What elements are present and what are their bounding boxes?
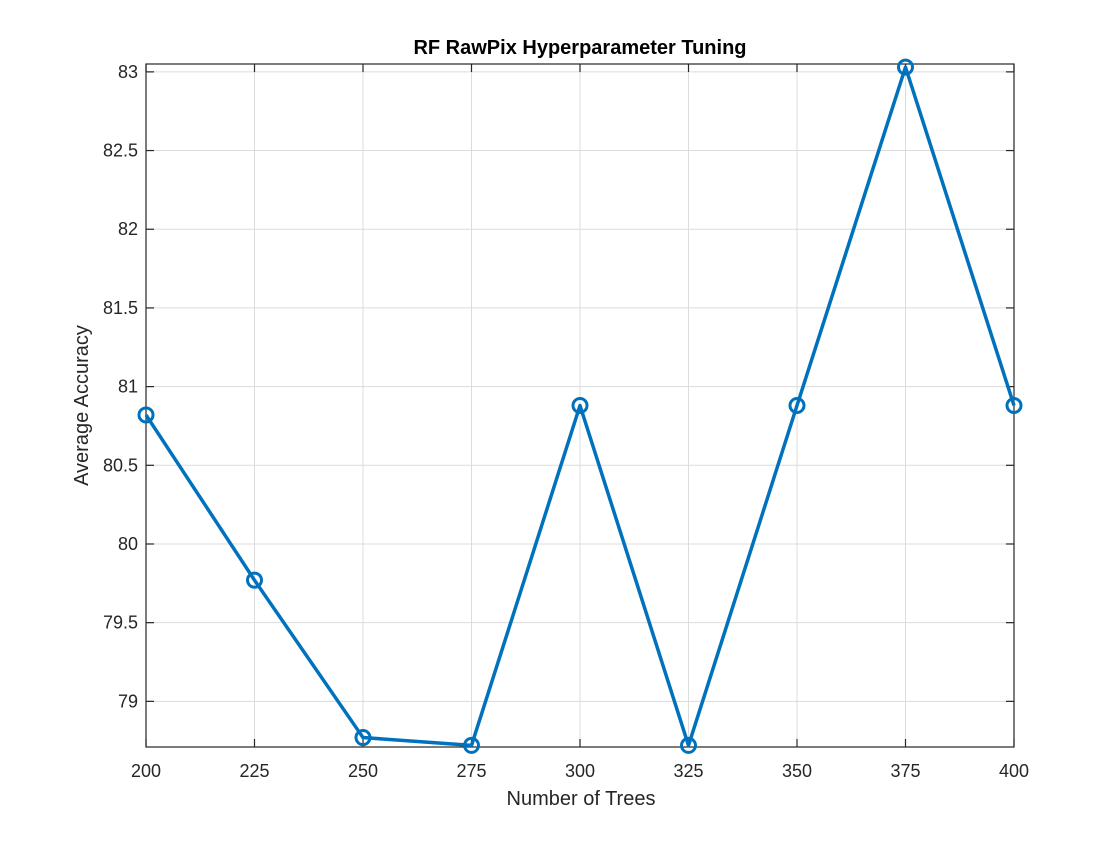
x-tick-label: 200 [131, 761, 161, 781]
x-tick-label: 225 [239, 761, 269, 781]
y-tick-label: 82.5 [103, 141, 138, 161]
x-tick-label: 350 [782, 761, 812, 781]
data-point [788, 397, 806, 414]
data-point [897, 58, 914, 76]
x-tick-label: 375 [890, 761, 920, 781]
data-point [680, 736, 697, 754]
x-tick-label: 300 [565, 761, 595, 781]
data-point [571, 397, 589, 414]
x-tick-label: 400 [999, 761, 1029, 781]
data-point [246, 571, 263, 589]
series-line [144, 65, 1016, 748]
x-axis-label: Number of Trees [507, 788, 656, 810]
axis-ticks: 200 225 250 275 300 325 350 375 400 79 79.5 80 80.5 8… [103, 62, 1029, 781]
data-point [137, 406, 155, 424]
x-tick-label: 275 [456, 761, 486, 781]
data-point [354, 729, 372, 747]
y-tick-label: 82 [118, 219, 138, 239]
y-tick-label: 81.5 [103, 298, 138, 318]
data-point [1005, 397, 1023, 414]
x-tick-label: 325 [673, 761, 703, 781]
chart-title: RF RawPix Hyperparameter Tuning [413, 37, 746, 59]
y-tick-label: 83 [118, 62, 138, 82]
y-tick-label: 81 [118, 377, 138, 397]
y-axis-label: Average Accuracy [71, 325, 93, 486]
x-tick-label: 250 [348, 761, 378, 781]
y-tick-label: 80.5 [103, 455, 138, 475]
data-point [463, 736, 480, 754]
y-tick-label: 79 [118, 691, 138, 711]
data-series [137, 58, 1023, 754]
y-tick-label: 80 [118, 534, 138, 554]
y-tick-label: 79.5 [103, 613, 138, 633]
